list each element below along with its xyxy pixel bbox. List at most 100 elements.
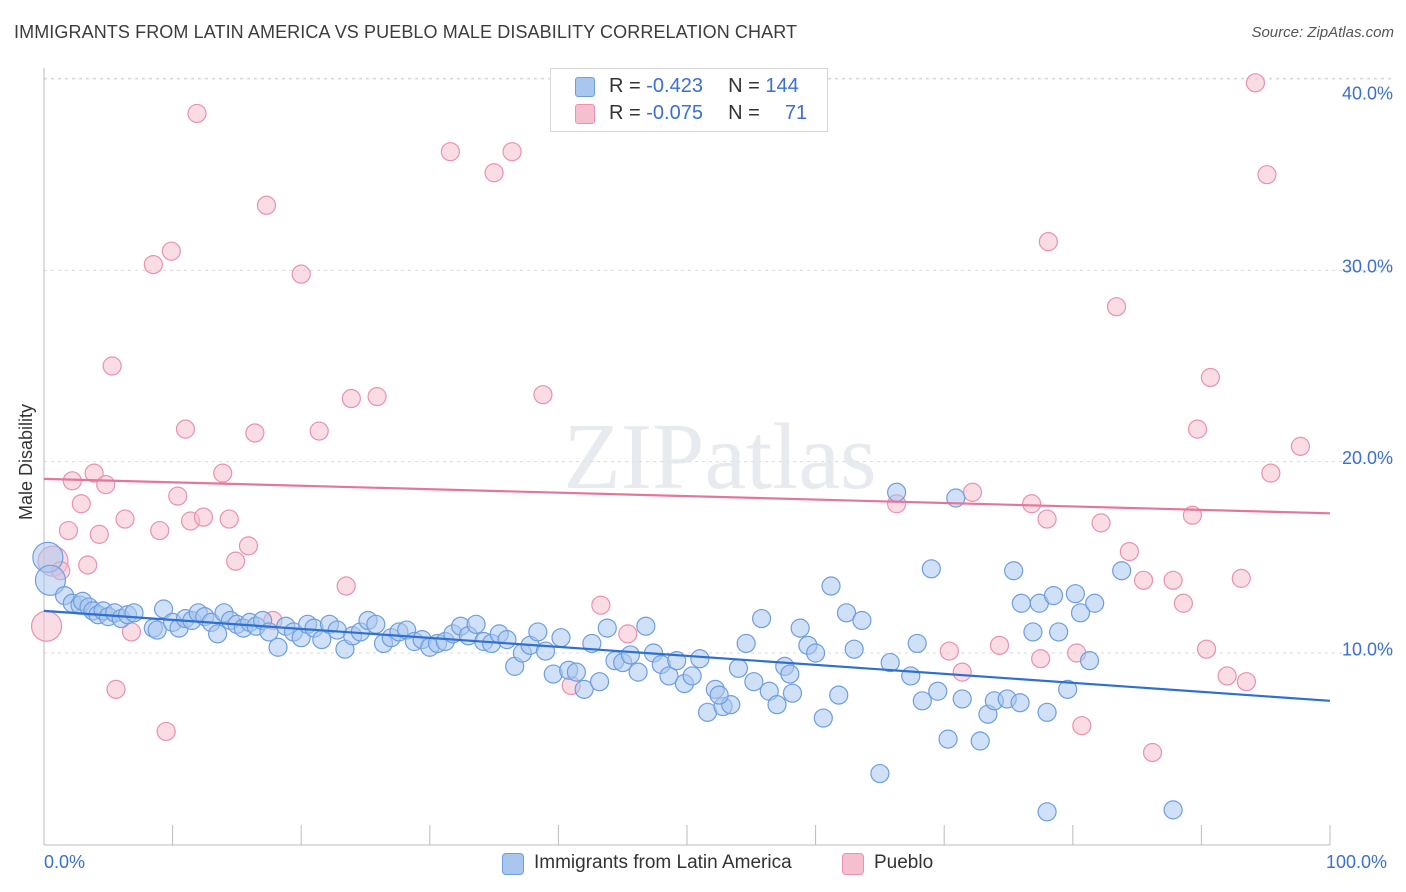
pueblo-point: [1142, 742, 1163, 763]
pueblo-point: [291, 264, 311, 284]
latin-america-point: [1163, 800, 1183, 820]
latin-america-point: [821, 576, 841, 596]
latin-america-point: [1011, 593, 1031, 613]
pueblo-point: [1245, 73, 1266, 93]
axes: [43, 68, 1331, 846]
pueblo-point: [187, 103, 207, 124]
pueblo-point: [238, 536, 259, 556]
pueblo-point: [1031, 649, 1051, 669]
latin-america-point: [620, 645, 641, 665]
pueblo-point: [1217, 666, 1237, 686]
latin-america-point: [880, 652, 900, 673]
pueblo-point: [336, 576, 356, 596]
pueblo-point: [367, 387, 387, 407]
latin-america-point: [844, 639, 864, 659]
pueblo-point: [213, 463, 233, 483]
pueblo-point: [1119, 541, 1139, 562]
latin-america-point: [528, 622, 548, 642]
pueblo-point: [245, 423, 265, 443]
latin-america-point: [1037, 702, 1057, 722]
y-tick-label: 40.0%: [1342, 83, 1393, 103]
pueblo-point: [1038, 232, 1058, 252]
pueblo-point: [150, 520, 170, 541]
pueblo-point: [1106, 297, 1127, 317]
pueblo-point: [1163, 570, 1183, 590]
pueblo-point: [84, 463, 104, 483]
latin-america-point: [907, 633, 927, 654]
latin-america-point: [1037, 802, 1057, 822]
latin-america-point: [574, 679, 594, 699]
pueblo-point: [341, 388, 361, 409]
legend-n-label: N =: [728, 102, 760, 124]
latin-america-point: [780, 664, 800, 684]
pueblo-point: [71, 494, 91, 514]
latin-america-point: [268, 637, 288, 657]
latin-america-point: [1058, 679, 1078, 699]
pueblo-point: [102, 356, 122, 376]
latin-america-point: [1010, 693, 1030, 713]
pueblo-point: [1261, 463, 1281, 483]
y-tick-label: 20.0%: [1342, 448, 1393, 468]
pueblo-point: [952, 662, 972, 682]
latin-america-point: [887, 482, 907, 502]
latin-america-point: [901, 666, 921, 686]
latin-america-point: [728, 658, 749, 678]
latin-america-point: [1079, 651, 1100, 671]
pueblo-point: [78, 555, 98, 575]
latin-america-point: [928, 681, 948, 701]
pueblo-point: [484, 163, 504, 183]
latin-america-point: [912, 691, 932, 711]
latin-america-point: [751, 608, 772, 629]
pueblo-point: [143, 254, 163, 275]
latin-america-point: [147, 620, 167, 640]
legend-n-value: 71: [784, 102, 808, 124]
latin-america-point: [870, 763, 890, 784]
pueblo-point: [161, 241, 181, 261]
chart-title: IMMIGRANTS FROM LATIN AMERICA VS PUEBLO …: [14, 22, 798, 42]
latin-america-point: [636, 616, 656, 636]
latin-america-point: [466, 614, 486, 634]
pueblo-point: [175, 419, 196, 439]
latin-america-point: [1043, 585, 1064, 606]
latin-america-point: [852, 610, 872, 631]
latin-america-point: [551, 628, 571, 648]
pueblo-point: [226, 551, 246, 571]
pueblo-point: [219, 509, 239, 529]
pueblo-point: [591, 595, 611, 615]
latin-america-point: [589, 672, 610, 692]
pueblo-trend-line: [43, 477, 1331, 515]
latin-america-point: [208, 624, 228, 644]
latin-america-point: [1049, 622, 1069, 642]
latin-america-point: [1112, 561, 1132, 581]
legend-n-label: N =: [728, 75, 760, 97]
pueblo-point: [193, 507, 214, 527]
latin-america-point: [1065, 584, 1085, 604]
latin-america-point: [938, 729, 958, 749]
latin-america-point: [952, 689, 972, 709]
legend-r-value: -0.423: [646, 75, 703, 97]
latin-america-point: [709, 685, 729, 705]
legend-swatch-blue: [502, 853, 524, 875]
latin-america-point: [1070, 603, 1091, 623]
source-label: Source: ZipAtlas.com: [1251, 24, 1394, 41]
x-tick-label-min: 0.0%: [44, 852, 86, 872]
latin-america-point: [566, 662, 587, 682]
latin-america-point: [153, 599, 174, 619]
latin-america-point: [829, 685, 849, 705]
latin-america-point: [970, 731, 990, 751]
latin-america-trend-line: [43, 609, 1331, 702]
pueblo-point: [30, 610, 63, 642]
x-tick-label-max: 100.0%: [1326, 852, 1388, 872]
pueblo-point: [96, 475, 116, 495]
latin-america-point: [1085, 593, 1105, 613]
stats-legend: R = -0.423 N = 144 R = -0.075 N = 71: [550, 68, 828, 132]
legend-swatch-pink: [842, 853, 864, 875]
y-tick-label: 10.0%: [1342, 639, 1393, 659]
pueblo-point: [1022, 494, 1042, 514]
legend-n-value: 144: [765, 75, 799, 97]
latin-america-point: [921, 559, 941, 579]
latin-america-point: [1004, 561, 1024, 581]
latin-america-point: [744, 672, 764, 692]
pueblo-point: [1236, 672, 1257, 692]
